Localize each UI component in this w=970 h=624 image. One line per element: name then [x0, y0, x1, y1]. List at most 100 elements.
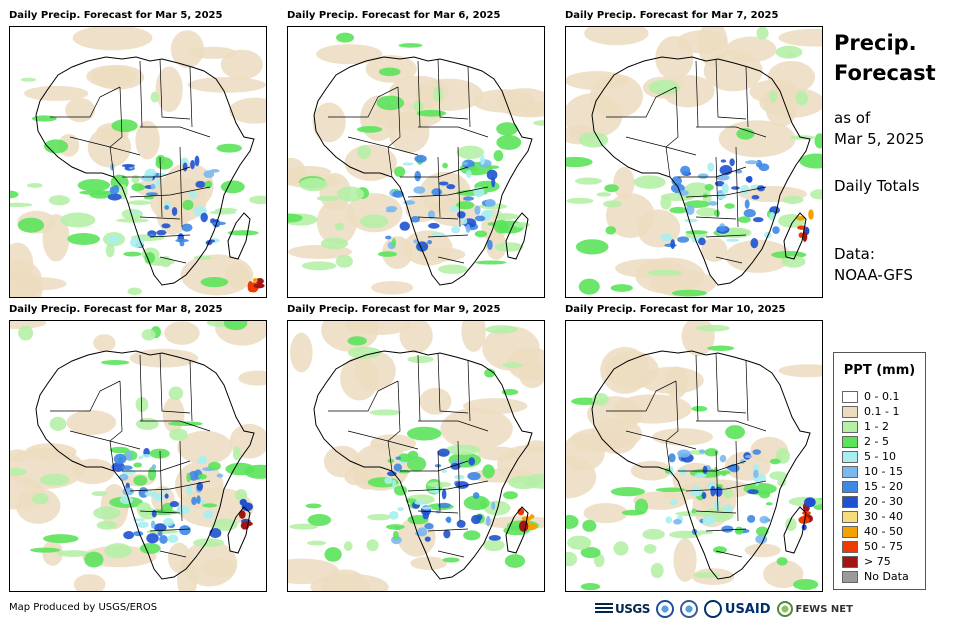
country-border [418, 126, 489, 138]
rain-patch [782, 195, 804, 205]
rain-patch [712, 546, 727, 554]
africa-outline [313, 350, 533, 580]
rain-patch [442, 557, 460, 563]
heavy-rain-patch [171, 206, 178, 216]
heavy-rain-patch [111, 462, 125, 472]
dry-patch [312, 102, 346, 143]
country-border [417, 510, 459, 514]
heavy-rain-patch [209, 528, 222, 539]
heavy-rain-patch [755, 526, 769, 537]
country-border [665, 380, 679, 442]
heavy-rain-patch [731, 186, 740, 190]
legend-label: > 75 [864, 555, 891, 568]
forecast-panel-6: Daily Precip. Forecast for Mar 10, 2025 [565, 304, 823, 594]
rain-patch [776, 557, 788, 566]
heavy-rain-patch [393, 463, 403, 472]
heavy-rain-patch [179, 525, 191, 536]
dry-patch [477, 446, 520, 461]
dry-patch [344, 321, 411, 336]
dry-patch [652, 428, 713, 446]
dry-patch [24, 443, 77, 461]
dry-patch [461, 321, 486, 352]
dry-patch [288, 558, 340, 585]
heavy-rain-patch [438, 181, 449, 186]
country-border [715, 450, 719, 512]
heavy-rain-patch [421, 506, 433, 510]
rain-patch [289, 523, 319, 530]
rain-patch [494, 213, 519, 220]
precip-map [9, 26, 267, 298]
country-border [665, 146, 671, 178]
rain-patch [433, 86, 443, 102]
rain-patch [26, 183, 43, 188]
dry-patch [42, 540, 63, 566]
heavy-rain-patch [197, 473, 207, 480]
dry-patch [371, 280, 414, 295]
rain-patch [347, 346, 382, 359]
country-border [696, 126, 767, 138]
storm-cell [798, 516, 810, 524]
country-border [140, 126, 211, 138]
heavy-rain-patch [200, 212, 208, 223]
heavy-rain-patch [701, 492, 707, 500]
dry-patch [238, 370, 266, 386]
rain-patch [580, 583, 601, 591]
heavy-rain-patch [472, 492, 480, 499]
rain-patch [691, 405, 708, 412]
heavy-rain-patch [150, 183, 156, 190]
storm-cell [255, 277, 264, 285]
heavy-rain-patch [188, 190, 198, 199]
heavy-rain-patch [428, 488, 439, 493]
rain-patch [580, 546, 601, 559]
legend-label: 15 - 20 [864, 480, 903, 493]
madagascar-outline [505, 212, 529, 260]
heavy-rain-patch [398, 469, 411, 474]
dry-patch [596, 427, 637, 454]
country-border [735, 146, 739, 228]
country-border [427, 528, 469, 532]
heavy-rain-patch [704, 184, 714, 191]
heavy-rain-patch [133, 531, 144, 537]
rain-patch [671, 289, 707, 297]
country-border [140, 420, 211, 432]
heavy-rain-patch [196, 459, 206, 464]
rain-patch [307, 514, 332, 526]
storm-cell [529, 514, 535, 519]
legend-swatch [842, 525, 858, 538]
side-title-line1: Precip. [834, 31, 917, 55]
country-border [149, 528, 191, 532]
heavy-rain-patch [769, 458, 781, 465]
legend-swatch [842, 450, 858, 463]
rain-patch [483, 539, 505, 552]
rain-patch [336, 32, 355, 43]
rain-patch [496, 122, 518, 136]
dry-patch [177, 430, 233, 465]
heavy-rain-patch [149, 233, 155, 238]
country-border [407, 186, 489, 198]
legend-swatch [842, 570, 858, 583]
country-border [407, 480, 489, 492]
heavy-rain-patch [123, 531, 135, 540]
heavy-rain-patch [668, 453, 676, 463]
rain-patch [139, 542, 161, 554]
heavy-rain-patch [182, 162, 188, 172]
dry-patch [170, 30, 205, 68]
rain-patch [91, 491, 108, 497]
heavy-rain-patch [194, 155, 200, 167]
rain-patch [725, 425, 746, 440]
rain-patch [407, 355, 434, 363]
heavy-rain-patch [740, 184, 750, 195]
rain-patch [335, 254, 353, 268]
rain-patch [366, 539, 379, 552]
heavy-rain-patch [747, 489, 759, 495]
heavy-rain-patch [384, 476, 393, 485]
heavy-rain-patch [128, 210, 142, 214]
rain-patch [707, 345, 735, 351]
heavy-rain-patch [660, 233, 673, 242]
country-border [159, 256, 187, 264]
dry-patch [129, 348, 199, 368]
rain-patch [100, 360, 130, 365]
heavy-rain-patch [388, 511, 399, 520]
heavy-rain-patch [723, 504, 733, 513]
heavy-rain-patch [150, 520, 156, 529]
